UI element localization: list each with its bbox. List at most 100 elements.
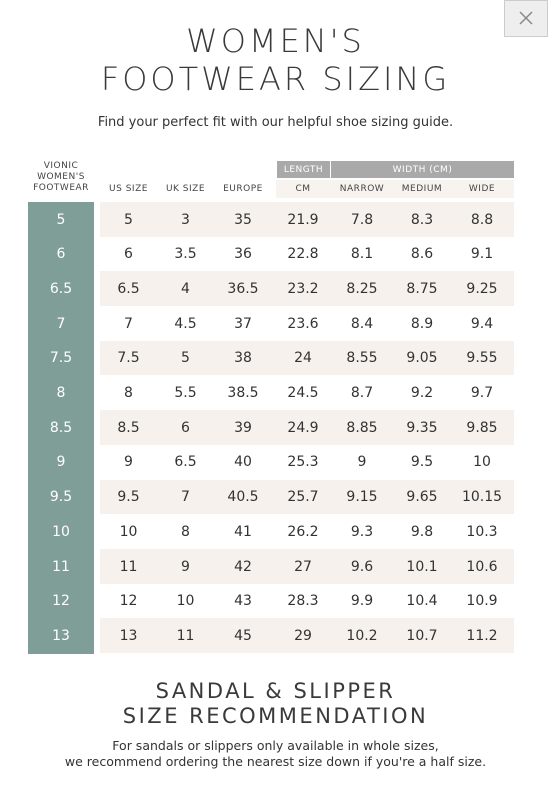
table-cell: 3 <box>181 211 190 228</box>
table-cell: 9.4 <box>470 315 494 332</box>
table-cell: 9.7 <box>470 385 494 402</box>
table-cell: 6.5 <box>174 454 197 471</box>
table-cell: 10.4 <box>406 593 438 610</box>
table-cell: 36 <box>234 246 252 263</box>
table-cell: 24.5 <box>287 385 319 402</box>
table-cell: 38.5 <box>227 385 259 402</box>
table-cell: 10.6 <box>466 558 498 575</box>
size-cell: 12 <box>28 583 94 619</box>
table-cell: 25.3 <box>287 454 319 471</box>
table-cell: 8.6 <box>410 246 434 263</box>
table-cell: 6.5 <box>117 280 140 297</box>
table-cell: 21.9 <box>287 211 319 228</box>
table-cell: 9.5 <box>410 454 434 471</box>
row-background <box>100 202 514 237</box>
table-cell: 6 <box>181 419 190 436</box>
table-cell: 9 <box>181 558 190 575</box>
table-cell: 29 <box>294 627 312 644</box>
table-cell: 10.1 <box>406 558 438 575</box>
row-background <box>100 549 514 584</box>
table-cell: 10 <box>176 593 195 610</box>
table-cell: 7.8 <box>350 211 374 228</box>
table-cell: 7 <box>181 489 190 506</box>
table-cell: 5 <box>124 211 133 228</box>
table-cell: 9.3 <box>350 523 374 540</box>
size-cell: 6 <box>28 236 94 272</box>
table-cell: 45 <box>234 627 252 644</box>
table-cell: 9.5 <box>117 489 140 506</box>
title-line: WOMEN'S <box>186 22 365 60</box>
column-header: MEDIUM <box>394 180 450 198</box>
size-cell: 7 <box>28 306 94 342</box>
table-cell: 9.8 <box>410 523 434 540</box>
table-cell: 9 <box>124 454 133 471</box>
table-cell: 9.55 <box>466 350 498 367</box>
table-cell: 8.55 <box>346 350 378 367</box>
table-cell: 4.5 <box>174 315 197 332</box>
table-cell: 4 <box>181 280 190 297</box>
table-cell: 8.25 <box>346 280 378 297</box>
row-background <box>100 479 514 515</box>
table-cell: 9.65 <box>406 489 438 506</box>
table-cell: 8.85 <box>346 419 378 436</box>
table-cell: 9.05 <box>406 350 438 367</box>
table-cell: 11.2 <box>466 627 498 644</box>
table-cell: 12 <box>119 593 138 610</box>
table-cell: 5 <box>181 350 190 367</box>
table-cell: 22.8 <box>287 246 319 263</box>
table-cell: 8.7 <box>350 385 374 402</box>
table-cell: 9.6 <box>350 558 374 575</box>
table-cell: 39 <box>234 419 252 436</box>
table-cell: 42 <box>234 558 252 575</box>
table-cell: 8 <box>124 385 133 402</box>
column-header: VIONIC <box>43 161 79 171</box>
table-cell: 8.3 <box>410 211 434 228</box>
table-cell: 11 <box>119 558 138 575</box>
table-cell: 9.15 <box>346 489 378 506</box>
footer-title: SANDAL & SLIPPER <box>155 679 396 703</box>
table-cell: 38 <box>234 350 252 367</box>
table-cell: 7.5 <box>117 350 140 367</box>
table-cell: 10.7 <box>406 627 438 644</box>
row-background <box>100 618 514 654</box>
table-cell: 5.5 <box>174 385 197 402</box>
size-cell: 7.5 <box>28 340 94 376</box>
column-header: WIDE <box>450 180 514 198</box>
group-header: WIDTH (CM) <box>331 161 514 178</box>
table-cell: 8 <box>181 523 190 540</box>
table-cell: 9.85 <box>466 419 498 436</box>
table-cell: 24 <box>294 350 312 367</box>
size-cell: 9.5 <box>28 479 94 515</box>
footer-note: we recommend ordering the nearest size d… <box>64 754 487 769</box>
table-cell: 10.3 <box>466 523 498 540</box>
table-cell: 43 <box>234 593 252 610</box>
size-cell: 8 <box>28 375 94 411</box>
table-cell: 7 <box>124 315 133 332</box>
table-cell: 23.2 <box>287 280 319 297</box>
table-cell: 3.5 <box>174 246 197 263</box>
table-cell: 10 <box>119 523 138 540</box>
table-cell: 10.9 <box>466 593 498 610</box>
close-button[interactable] <box>504 0 548 37</box>
size-cell: 11 <box>28 549 94 585</box>
table-cell: 25.7 <box>287 489 319 506</box>
column-header: US SIZE <box>109 184 148 194</box>
table-cell: 36.5 <box>227 280 259 297</box>
table-cell: 8.9 <box>410 315 434 332</box>
table-cell: 10.15 <box>461 489 503 506</box>
column-header: UK SIZE <box>165 184 206 194</box>
table-cell: 9.2 <box>410 385 434 402</box>
table-cell: 9.35 <box>406 419 438 436</box>
size-cell: 10 <box>28 514 94 550</box>
table-cell: 8.75 <box>406 280 438 297</box>
footer-note: For sandals or slippers only available i… <box>112 738 439 753</box>
table-cell: 10 <box>473 454 491 471</box>
table-cell: 41 <box>234 523 252 540</box>
table-cell: 28.3 <box>287 593 319 610</box>
table-cell: 40 <box>234 454 252 471</box>
subtitle: Find your perfect fit with our helpful s… <box>97 115 454 130</box>
size-cell: 8.5 <box>28 410 94 446</box>
table-cell: 13 <box>119 627 138 644</box>
row-background <box>100 410 514 445</box>
